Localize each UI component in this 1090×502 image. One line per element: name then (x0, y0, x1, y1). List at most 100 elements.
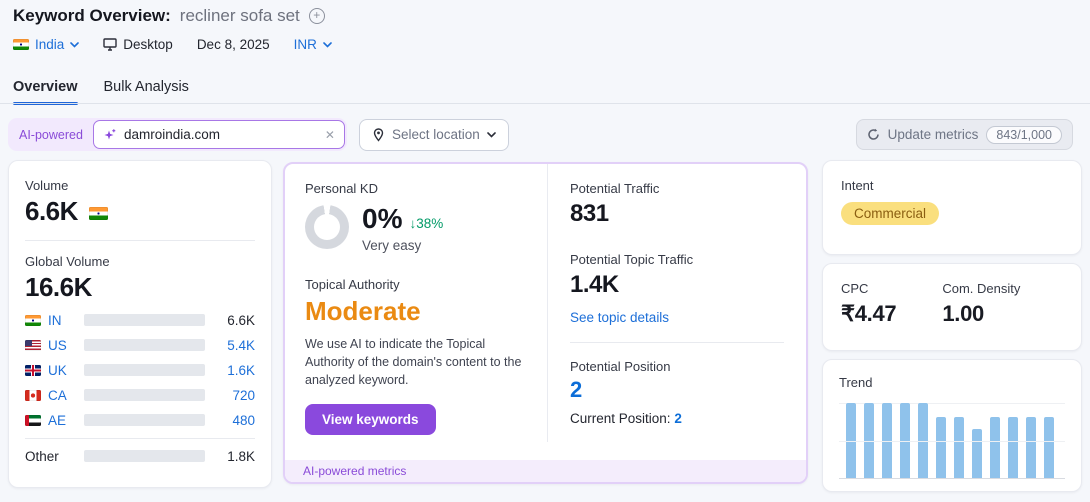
trend-bar (846, 403, 856, 478)
country-row: AE 480 (25, 412, 255, 428)
trend-bar (936, 417, 946, 478)
country-bar-track (84, 414, 205, 426)
country-code-link[interactable]: UK (48, 362, 67, 378)
kd-difficulty-label: Very easy (362, 238, 422, 253)
trend-bar (972, 428, 982, 478)
country-volume-link[interactable]: 480 (232, 412, 255, 428)
currency-label: INR (293, 37, 317, 52)
other-volume-value: 1.8K (227, 448, 255, 464)
divider (25, 438, 255, 439)
quota-badge: 843/1,000 (986, 125, 1062, 144)
date-indicator: Dec 8, 2025 (197, 37, 270, 52)
trend-bar (900, 403, 910, 478)
country-code-link[interactable]: AE (48, 412, 67, 428)
filter-bar: AI-powered damroindia.com ✕ Select locat… (8, 118, 1082, 151)
view-keywords-button[interactable]: View keywords (305, 404, 436, 436)
country-row-other: Other 1.8K (25, 448, 255, 464)
chevron-down-icon (323, 41, 332, 48)
divider (25, 240, 255, 241)
country-row: US 5.4K (25, 337, 255, 353)
device-indicator: Desktop (103, 37, 173, 52)
topical-authority-description: We use AI to indicate the Topical Author… (305, 337, 522, 388)
trend-label: Trend (839, 375, 873, 390)
in-flag-icon (25, 314, 41, 326)
country-volume-link[interactable]: 720 (232, 387, 255, 403)
country-code-link[interactable]: US (48, 337, 67, 353)
see-topic-details-link[interactable]: See topic details (570, 310, 670, 325)
kd-value: 0% (362, 203, 403, 234)
select-location-label: Select location (391, 127, 480, 142)
country-bar-track (84, 450, 205, 462)
country-bar-track (84, 364, 205, 376)
intent-badge-commercial: Commercial (841, 202, 940, 225)
tab-overview[interactable]: Overview (13, 79, 78, 105)
trend-bar (882, 403, 892, 478)
kd-donut-gauge (305, 205, 349, 249)
ai-powered-metrics-footer: AI-powered metrics (285, 460, 806, 482)
cpc-label: CPC (841, 281, 869, 296)
ai-sparkle-icon (104, 128, 116, 139)
india-flag-icon (88, 207, 108, 220)
current-position-row: Current Position: 2 (570, 411, 784, 426)
topical-authority-label: Topical Authority (305, 277, 400, 292)
competitive-density-block: Com. Density 1.00 (942, 281, 1020, 327)
clear-input-icon[interactable]: ✕ (324, 127, 335, 142)
trend-bar (864, 403, 874, 478)
update-metrics-button[interactable]: Update metrics 843/1,000 (855, 119, 1073, 150)
divider (570, 342, 784, 343)
country-row: IN 6.6K (25, 312, 255, 328)
potential-topic-traffic-value: 1.4K (570, 271, 619, 298)
volume-card: Volume 6.6K Global Volume 16.6K IN 6.6K … (8, 160, 272, 488)
country-selector[interactable]: India (13, 37, 80, 52)
potential-topic-traffic-label: Potential Topic Traffic (570, 252, 694, 267)
intent-card: Intent Commercial (822, 160, 1082, 255)
trend-bar (954, 417, 964, 478)
desktop-icon (103, 38, 117, 51)
ca-flag-icon (25, 389, 41, 401)
country-volume-value: 6.6K (227, 312, 255, 328)
trend-bar (918, 403, 928, 478)
trend-bar (1008, 417, 1018, 478)
current-position-label: Current Position: (570, 411, 671, 426)
personal-kd-section: Personal KD 0% ↓38% Very easy Topical Au… (285, 164, 547, 442)
current-position-value: 2 (674, 411, 682, 426)
country-code-link[interactable]: CA (48, 387, 67, 403)
select-location-dropdown[interactable]: Select location (358, 118, 509, 151)
country-code-link[interactable]: IN (48, 312, 62, 328)
location-pin-icon (373, 127, 384, 142)
tab-divider (0, 103, 1090, 104)
trend-bar (990, 417, 1000, 478)
currency-selector[interactable]: INR (294, 37, 332, 52)
device-label: Desktop (123, 37, 173, 52)
global-volume-value: 16.6K (25, 272, 92, 302)
date-label: Dec 8, 2025 (196, 37, 270, 52)
ai-powered-input-group: AI-powered damroindia.com ✕ (8, 118, 347, 151)
domain-input[interactable]: damroindia.com ✕ (92, 120, 345, 149)
volume-value: 6.6K (25, 196, 255, 227)
page-title: Keyword Overview: (13, 6, 171, 25)
potential-position-label: Potential Position (570, 359, 671, 374)
ae-flag-icon (25, 414, 41, 426)
country-volume-list: IN 6.6K US 5.4K UK 1.6K CA 720 AE 480 (25, 312, 255, 464)
volume-number: 6.6K (25, 196, 78, 226)
volume-label: Volume (25, 178, 69, 193)
density-value: 1.00 (942, 301, 984, 326)
india-flag-icon (13, 39, 29, 50)
country-bar-track (84, 339, 205, 351)
add-keyword-icon[interactable]: + (308, 8, 325, 24)
potential-metrics-section: Potential Traffic 831 Potential Topic Tr… (547, 164, 806, 442)
uk-flag-icon (25, 364, 41, 376)
country-row: CA 720 (25, 387, 255, 403)
cpc-block: CPC ₹4.47 (841, 281, 897, 327)
country-volume-link[interactable]: 5.4K (227, 337, 255, 353)
ai-powered-badge: AI-powered (19, 127, 83, 142)
us-flag-icon (25, 339, 41, 351)
topical-authority-value: Moderate (305, 296, 421, 326)
other-label: Other (25, 448, 59, 464)
refresh-icon (867, 128, 879, 140)
country-row: UK 1.6K (25, 362, 255, 378)
tab-bulk-analysis[interactable]: Bulk Analysis (103, 79, 189, 95)
update-metrics-label: Update metrics (887, 127, 979, 142)
potential-traffic-label: Potential Traffic (570, 181, 660, 196)
country-volume-link[interactable]: 1.6K (227, 362, 255, 378)
